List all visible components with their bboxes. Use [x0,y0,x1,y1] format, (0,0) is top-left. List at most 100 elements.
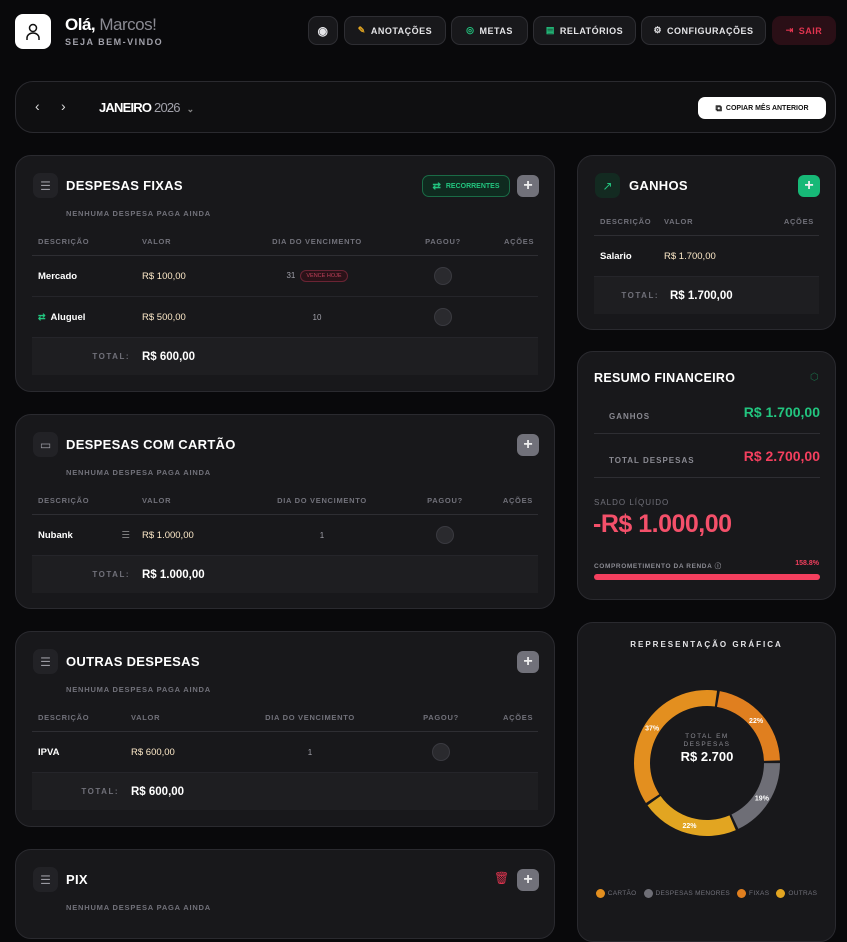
table-row: Nubank ☰ R$ 1.000,00 1 [32,515,538,556]
card-subtitle: NENHUMA DESPESA PAGA AINDA [66,209,211,218]
list-icon: ☰ [33,173,58,198]
avatar[interactable] [15,14,51,49]
add-button[interactable]: + [517,434,539,456]
table-row: ⇄ Aluguel R$ 500,00 10 [32,297,538,338]
pencil-icon: ✎ [357,25,366,35]
legend-label: FIXAS [749,890,770,897]
paid-checkbox[interactable] [434,267,452,285]
next-month-button[interactable]: › [61,98,66,114]
info-icon[interactable]: ⓘ [714,563,722,570]
card-title: RESUMO FINANCEIRO [594,371,736,385]
card-title: OUTRAS DESPESAS [66,654,200,669]
shield-icon: ⬡ [810,372,819,383]
nav-relatorios[interactable]: ▤ RELATÓRIOS [533,16,636,45]
repeat-icon: ⇄ [38,311,46,322]
add-button[interactable]: + [517,651,539,673]
legend-swatch [737,889,747,898]
card-subtitle: NENHUMA DESPESA PAGA AINDA [66,685,211,694]
chart-center-label: TOTAL EM DESPESAS [683,733,731,748]
slice-label: 22% [749,718,764,725]
card-title: PIX [66,872,88,887]
legend-swatch [776,889,786,898]
eye-icon: ◉ [317,23,329,38]
chevron-down-icon: ⌄ [186,104,195,114]
card-title: DESPESAS FIXAS [66,178,183,193]
legend-swatch [595,889,605,898]
table-header: DESCRIÇÃO VALOR DIA DO VENCIMENTO PAGOU? AÇÕ… [32,228,538,256]
slice-1[interactable] [731,763,780,829]
summary-income-row: GANHOS R$ 1.700,00 [594,392,820,434]
card-expenses-card: ▭ DESPESAS COM CARTÃO NENHUMA DESPESA PA… [15,414,555,609]
add-income-button[interactable]: + [798,175,820,197]
other-expenses-card: ☰ OUTRAS DESPESAS NENHUMA DESPESA PAGA A… [15,631,555,827]
card-title: GANHOS [629,178,688,193]
table-header: DESCRIÇÃO VALOR AÇÕES [594,208,819,236]
gear-icon: ⚙ [653,25,663,35]
table-header: DESCRIÇÃO VALOR DIA DO VENCIMENTO PAGOU? AÇÕ… [32,487,538,515]
table-row: Salario R$ 1.700,00 [594,236,819,277]
donut-chart: 22% 19% 22% 37% [634,690,780,836]
paid-checkbox[interactable] [436,526,454,544]
nav-configuracoes[interactable]: ⚙ CONFIGURAÇÕES [641,16,766,45]
total-row: TOTAL: R$ 600,00 [32,773,538,810]
slice-0[interactable] [716,691,780,761]
table-header: DESCRIÇÃO VALOR DIA DO VENCIMENTO PAGOU? AÇÕ… [32,704,538,732]
month-bar: ‹ › JANEIRO 2026 ⌄ ⧉ COPIAR MÊS ANTERIOR [15,81,836,133]
list-icon[interactable]: ☰ [121,529,130,541]
card-subtitle: NENHUMA DESPESA PAGA AINDA [66,468,211,477]
paid-checkbox[interactable] [434,308,452,326]
trash-icon[interactable]: 🗑 [494,871,510,885]
income-card: ↗ GANHOS + DESCRIÇÃO VALOR AÇÕES Salario R$… [577,155,836,330]
commitment-label: COMPROMETIMENTO DA RENDA ⓘ [594,563,722,570]
table-row: IPVA R$ 600,00 1 [32,732,538,773]
add-button[interactable]: + [517,175,539,197]
commitment-value: 158.8% [795,560,819,567]
greeting: Olá, Marcos! [65,15,157,34]
total-row: TOTAL: R$ 600,00 [32,338,538,375]
chart-title: REPRESENTAÇÃO GRÁFICA [630,640,783,649]
balance-value: -R$ 1.000,00 [593,510,732,538]
legend-label: OUTRAS [788,890,818,897]
add-button[interactable]: + [517,869,539,891]
legend-swatch [643,889,653,898]
nav-anotacoes[interactable]: ✎ ANOTAÇÕES [344,16,446,45]
prev-month-button[interactable]: ‹ [35,98,40,114]
chart-card: REPRESENTAÇÃO GRÁFICA 22% 19% 22% 37% TOTAL… [577,622,836,942]
due-today-badge: VENCE HOJE [300,270,348,282]
commitment-progress [594,574,820,580]
legend-item[interactable]: CARTÃO [595,889,637,898]
balance-label: SALDO LÍQUIDO [594,498,670,507]
slice-label: 19% [755,795,770,802]
legend-label: DESPESAS MENORES [655,890,731,897]
card-subtitle: NENHUMA DESPESA PAGA AINDA [66,903,211,912]
slice-2[interactable] [647,796,736,836]
total-row: TOTAL: R$ 1.000,00 [32,556,538,593]
trending-up-icon: ↗ [595,173,620,198]
slice-3[interactable] [634,690,718,804]
logout-button[interactable]: ⇥ SAIR [772,16,836,45]
table-row: Mercado R$ 100,00 31 VENCE HOJE [32,256,538,297]
summary-expenses-row: TOTAL DESPESAS R$ 2.700,00 [594,434,820,478]
user-icon [26,23,40,40]
legend-item[interactable]: DESPESAS MENORES [643,889,731,898]
repeat-icon: ⇄ [432,180,441,192]
recurring-button[interactable]: ⇄ RECORRENTES [422,175,510,197]
credit-card-icon: ▭ [33,432,58,457]
paid-checkbox[interactable] [432,743,450,761]
chart-legend: CARTÃO DESPESAS MENORES FIXAS OUTRAS [578,889,835,898]
slice-label: 37% [645,726,660,733]
toggle-visibility-button[interactable]: ◉ [308,16,338,45]
legend-item[interactable]: FIXAS [737,889,769,898]
legend-item[interactable]: OUTRAS [776,889,817,898]
slice-label: 22% [682,823,697,830]
report-icon: ▤ [545,25,555,35]
copy-previous-month-button[interactable]: ⧉ COPIAR MÊS ANTERIOR [698,97,826,119]
nav-metas[interactable]: ◎ METAS [451,16,528,45]
fixed-expenses-card: ☰ DESPESAS FIXAS NENHUMA DESPESA PAGA AI… [15,155,555,392]
month-selector[interactable]: JANEIRO 2026 ⌄ [99,100,195,115]
logout-icon: ⇥ [785,25,794,35]
welcome-text: SEJA BEM-VINDO [65,37,164,47]
list-icon: ☰ [33,649,58,674]
card-title: DESPESAS COM CARTÃO [66,437,236,452]
total-row: TOTAL: R$ 1.700,00 [594,277,819,314]
